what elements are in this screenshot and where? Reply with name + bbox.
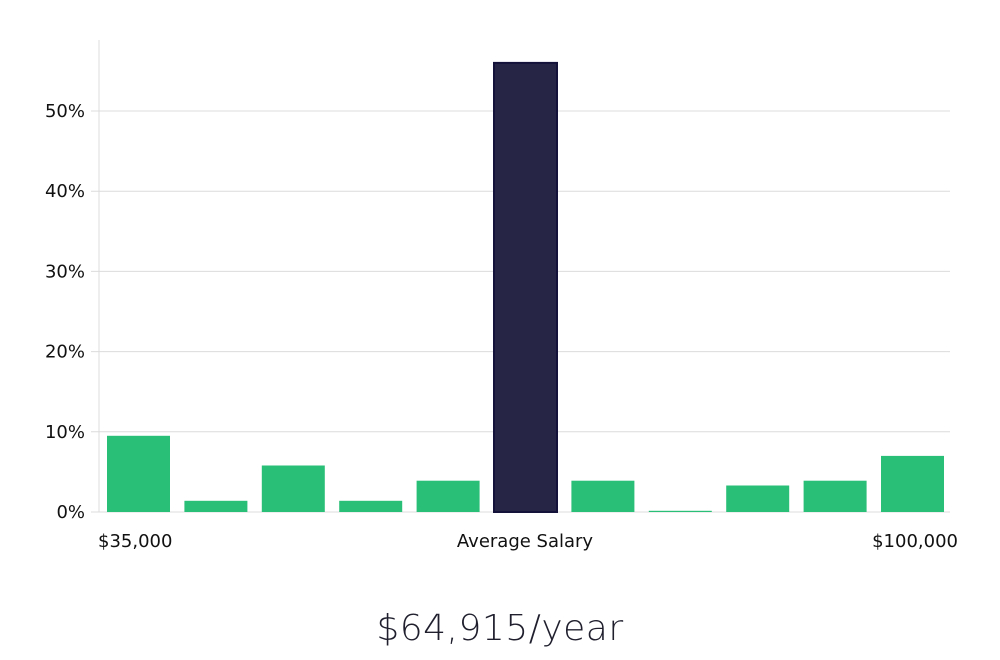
y-tick-label-0: 0% (56, 502, 85, 523)
bar-7 (648, 510, 712, 512)
x-label-left: $35,000 (98, 531, 172, 552)
bar-6 (571, 480, 635, 512)
salary-histogram: 0% 10% 20% 30% 40% 50% $35,000 Average Salary… (45, 40, 958, 552)
x-label-right: $100,000 (872, 531, 958, 552)
y-tick-label-40: 40% (45, 181, 85, 202)
x-label-center: Average Salary (457, 531, 594, 552)
y-tick-label-50: 50% (45, 101, 85, 122)
bar-10 (881, 455, 944, 512)
average-salary-value: $64,915/year (376, 608, 624, 649)
bar-average-salary (493, 61, 558, 514)
bar-9 (803, 480, 867, 512)
y-tick-labels: 0% 10% 20% 30% 40% 50% (45, 101, 85, 523)
bars (107, 61, 944, 514)
bar-8 (726, 485, 790, 512)
bar-2 (261, 465, 325, 512)
y-tick-label-20: 20% (45, 342, 85, 363)
bar-4 (416, 480, 480, 512)
bar-3 (339, 500, 403, 512)
y-tick-label-10: 10% (45, 422, 85, 443)
bar-0 (107, 435, 170, 512)
y-tick-label-30: 30% (45, 261, 85, 282)
bar-1 (184, 500, 248, 512)
